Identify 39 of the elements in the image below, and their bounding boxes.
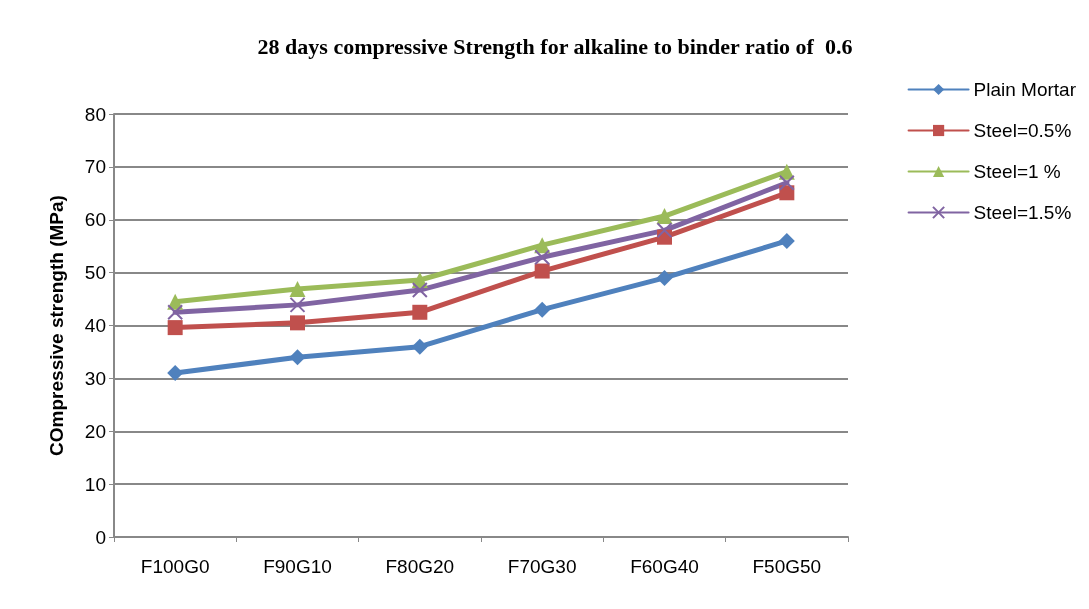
point [534, 249, 551, 266]
point [534, 301, 551, 318]
point [289, 281, 306, 298]
y-tick-label: 40 [84, 315, 106, 336]
x-tick-label: F70G30 [507, 556, 577, 577]
y-axis-title: COmpressive strength (MPa) [46, 195, 67, 456]
point [412, 304, 428, 320]
point [778, 174, 795, 191]
chart-title: 28 days compressive Strength for alkaline to binder ratio of 0.6 [257, 33, 853, 59]
y-tick-label: 30 [84, 367, 106, 389]
y-tick-label: 10 [84, 473, 106, 495]
legend-label: Steel=1.5% [973, 202, 1072, 223]
point [778, 232, 795, 249]
legend-label: Steel=0.5% [973, 120, 1072, 141]
point [167, 304, 184, 321]
point [289, 296, 306, 313]
point [290, 315, 305, 331]
x-tick-label: F60G40 [630, 556, 699, 577]
point [534, 263, 550, 279]
point [656, 208, 673, 225]
point [167, 320, 183, 336]
x-tick-label: F50G50 [752, 556, 822, 577]
y-tick-label: 0 [95, 526, 106, 548]
y-tick-label: 70 [84, 156, 106, 178]
x-tick-label: F80G20 [385, 556, 455, 577]
legend-label: Plain Mortar [973, 79, 1077, 100]
point [289, 349, 306, 366]
y-tick-label: 50 [84, 262, 106, 284]
point [411, 282, 428, 299]
point [411, 338, 428, 355]
point [656, 269, 673, 286]
y-tick-label: 80 [84, 103, 106, 125]
x-tick-label: F100G0 [140, 556, 210, 577]
y-tick-label: 20 [84, 420, 106, 442]
point [656, 222, 673, 239]
y-tick-label: 60 [84, 209, 106, 231]
point [167, 365, 184, 382]
legend-label: Steel=1 % [973, 161, 1061, 182]
x-tick-label: F90G10 [263, 556, 332, 577]
